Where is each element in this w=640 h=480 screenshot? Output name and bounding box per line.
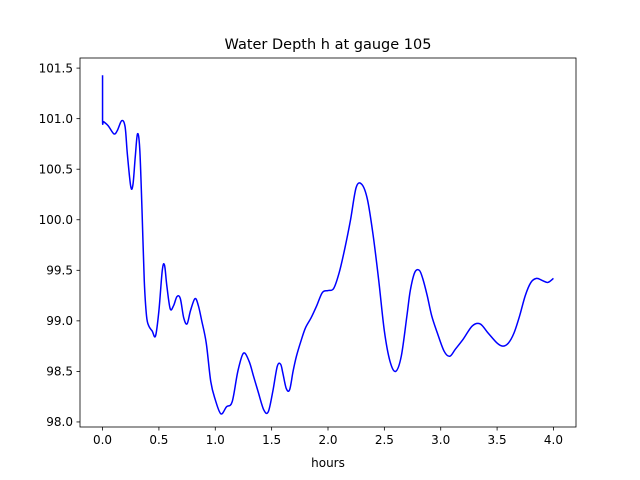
y-axis: 98.0 98.5 99.0 99.5 100.0 100.5 101.0 101.5 <box>39 61 80 429</box>
x-tick-label: 2.0 <box>318 433 337 447</box>
x-tick-label: 0.0 <box>93 433 112 447</box>
chart-title: Water Depth h at gauge 105 <box>225 37 432 53</box>
y-tick-label: 99.0 <box>46 314 73 328</box>
x-tick-label: 3.5 <box>488 433 507 447</box>
x-tick-label: 2.5 <box>375 433 394 447</box>
plot-frame <box>79 57 577 428</box>
series-line-0 <box>101 75 554 415</box>
y-tick-label: 100.5 <box>39 163 73 177</box>
y-tick-label: 98.0 <box>46 415 73 429</box>
y-tick-label: 101.0 <box>39 112 73 126</box>
x-tick-label: 3.0 <box>431 433 450 447</box>
x-tick-label: 4.0 <box>544 433 563 447</box>
x-tick-label: 1.0 <box>206 433 225 447</box>
y-tick-label: 99.5 <box>46 264 73 278</box>
y-tick-label: 98.5 <box>46 365 73 379</box>
plot-area <box>79 57 577 428</box>
x-tick-label: 1.5 <box>262 433 281 447</box>
x-axis-label: hours <box>311 456 345 470</box>
y-tick-label: 100.0 <box>39 213 73 227</box>
x-axis: 0.0 0.5 1.0 1.5 2.0 2.5 3.0 3.5 4.0 <box>93 427 563 447</box>
x-tick-label: 0.5 <box>149 433 168 447</box>
y-tick-label: 101.5 <box>39 61 73 75</box>
